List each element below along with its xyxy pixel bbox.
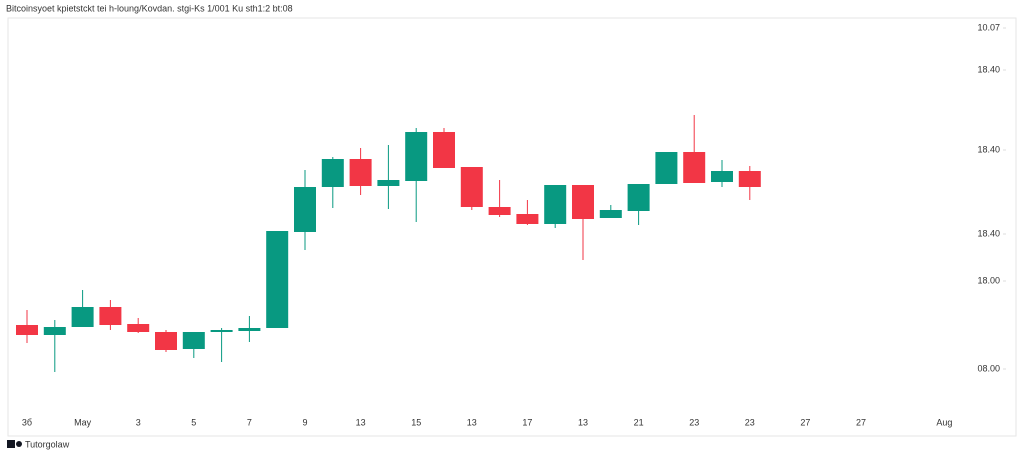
candle-body bbox=[349, 159, 372, 186]
x-tick-label: 7 bbox=[247, 417, 252, 427]
x-tick-label: 13 bbox=[356, 417, 366, 427]
candle-body bbox=[155, 332, 177, 350]
candle-body bbox=[488, 207, 511, 215]
x-tick-label: 27 bbox=[800, 417, 810, 427]
x-tick-label: 23 bbox=[689, 417, 699, 427]
x-tick-label: 3 bbox=[136, 417, 141, 427]
candle-body bbox=[655, 152, 678, 184]
y-tick-label: 10.07 bbox=[977, 22, 1000, 32]
candle-body bbox=[683, 152, 706, 183]
x-tick-label: 15 bbox=[411, 417, 421, 427]
x-tick-label: 5 bbox=[191, 417, 196, 427]
frame bbox=[7, 17, 1017, 437]
candle-body bbox=[99, 307, 122, 325]
x-tick-label: 13 bbox=[578, 417, 588, 427]
x-tick-label: 3б bbox=[22, 417, 32, 427]
candle-body bbox=[43, 327, 66, 335]
candle-body bbox=[182, 332, 205, 349]
candle-body bbox=[16, 325, 38, 335]
x-tick-label: 21 bbox=[634, 417, 644, 427]
candle-body bbox=[405, 132, 428, 181]
y-tick-label: 18.40 bbox=[977, 144, 1000, 154]
candle-body bbox=[266, 231, 289, 328]
candle-body bbox=[460, 167, 483, 207]
candle-body bbox=[738, 171, 761, 187]
x-tick-label: Aug bbox=[936, 417, 952, 427]
candle-body bbox=[294, 187, 316, 232]
candle-body bbox=[544, 185, 567, 224]
candle-body bbox=[321, 159, 344, 187]
y-tick-label: 18.40 bbox=[977, 64, 1000, 74]
x-tick-label: 27 bbox=[856, 417, 866, 427]
candle-body bbox=[210, 330, 233, 332]
candle-body bbox=[599, 210, 622, 218]
candle-body bbox=[627, 184, 650, 211]
footer: Tutorgolaw bbox=[25, 439, 70, 449]
x-tick-label: May bbox=[74, 417, 92, 427]
candle-body bbox=[433, 132, 455, 168]
candle-body bbox=[516, 214, 539, 224]
x-tick-label: 17 bbox=[522, 417, 532, 427]
x-tick-label: 23 bbox=[745, 417, 755, 427]
x-tick-label: 9 bbox=[302, 417, 307, 427]
candle-body bbox=[377, 180, 400, 186]
candle-body bbox=[127, 324, 150, 332]
candle-body bbox=[238, 328, 261, 331]
y-tick-label: 18.40 bbox=[977, 228, 1000, 238]
candle-body bbox=[711, 171, 733, 182]
candle-body bbox=[71, 307, 94, 327]
logo bbox=[7, 440, 22, 448]
x-tick-label: 13 bbox=[467, 417, 477, 427]
y-tick-label: 18.00 bbox=[977, 275, 1000, 285]
y-tick-label: 08.00 bbox=[977, 363, 1000, 373]
chart-title: Bitcoinsyoet kpietstckt tei h-loung/Kovd… bbox=[6, 3, 293, 13]
candle-body bbox=[572, 185, 594, 219]
